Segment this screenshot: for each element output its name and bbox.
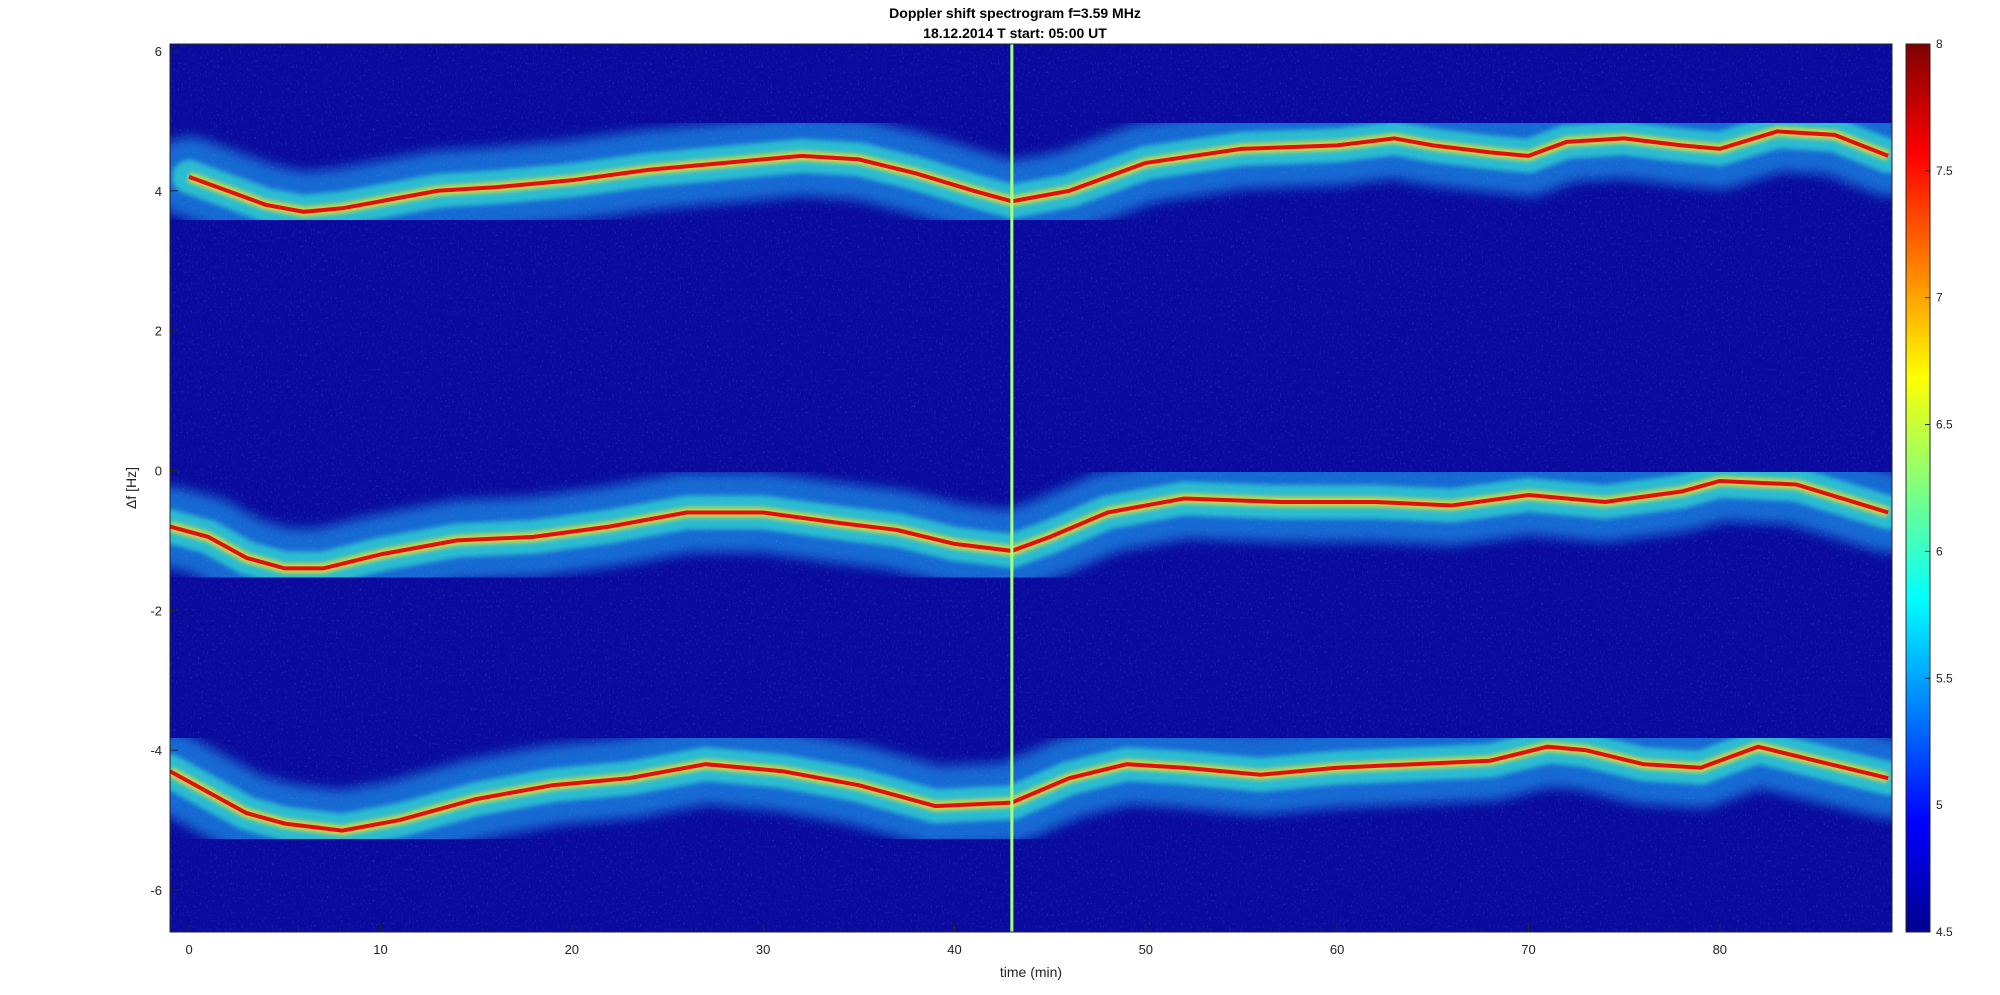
x-tick-label-7: 70 — [1521, 942, 1535, 957]
x-axis: 0 10 20 30 40 50 60 70 80 — [186, 924, 1727, 957]
colorbar-gradient — [1905, 43, 1931, 933]
colorbar-tick-label-1: 5 — [1936, 798, 1943, 812]
colorbar-tick-label-6: 7.5 — [1936, 164, 1953, 178]
x-tick-label-8: 80 — [1713, 942, 1727, 957]
colorbar-tick-label-4: 6.5 — [1936, 418, 1953, 432]
x-tick-label-2: 20 — [565, 942, 579, 957]
colorbar-tick-label-0: 4.5 — [1936, 925, 1953, 939]
y-tick-label-3: 0 — [155, 464, 162, 479]
trace-1-line — [170, 478, 1889, 571]
trace-2-line — [170, 744, 1889, 833]
y-tick-label-2: -2 — [150, 603, 162, 618]
y-tick-label-5: 4 — [155, 184, 162, 199]
colorbar-tick-label-5: 7 — [1936, 291, 1943, 305]
x-tick-label-1: 10 — [373, 942, 387, 957]
x-tick-label-0: 0 — [186, 942, 193, 957]
colorbar-tick-label-3: 6 — [1936, 544, 1943, 558]
x-tick-label-5: 50 — [1139, 942, 1153, 957]
colorbar-tick-label-7: 8 — [1936, 37, 1943, 51]
y-tick-label-4: 2 — [155, 324, 162, 339]
plot-area — [169, 43, 1893, 933]
chart-subtitle: 18.12.2014 T start: 05:00 UT — [923, 25, 1107, 41]
x-tick-label-6: 60 — [1330, 942, 1344, 957]
y-tick-label-6: 6 — [155, 44, 162, 59]
y-tick-label-1: -4 — [150, 743, 162, 758]
chart-title: Doppler shift spectrogram f=3.59 MHz — [889, 5, 1141, 21]
x-tick-label-4: 40 — [947, 942, 961, 957]
x-axis-label: time (min) — [1000, 964, 1062, 980]
plot-frame — [169, 43, 1893, 933]
y-tick-label-0: -6 — [150, 883, 162, 898]
x-tick-label-3: 30 — [756, 942, 770, 957]
colorbar: 4.5 5 5.5 6 6.5 7 7.5 8 — [1905, 37, 1953, 939]
y-axis: -6 -4 -2 0 2 4 6 — [150, 44, 178, 898]
y-axis-label: Δf [Hz] — [123, 467, 139, 509]
colorbar-tick-label-2: 5.5 — [1936, 671, 1953, 685]
